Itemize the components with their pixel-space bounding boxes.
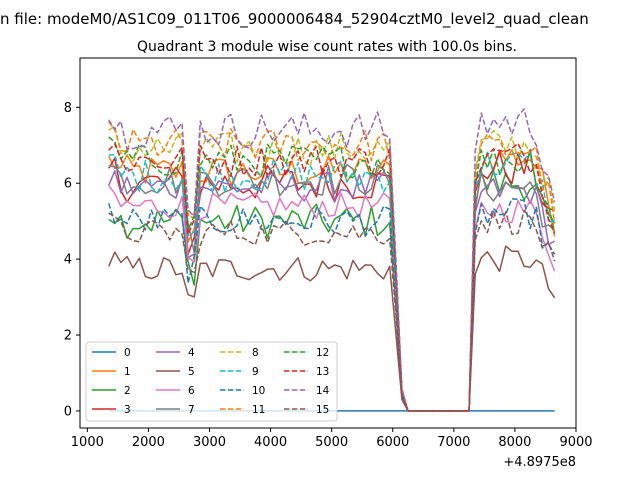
series-line-12 <box>108 136 556 412</box>
series-line-13 <box>108 142 556 412</box>
y-tick-label: 4 <box>64 253 72 268</box>
chart-title: Quadrant 3 module wise count rates with … <box>137 39 517 55</box>
legend-label-5: 5 <box>188 366 195 378</box>
series-line-10 <box>107 197 556 412</box>
legend-label-3: 3 <box>124 404 131 416</box>
series-line-5 <box>108 245 556 412</box>
legend-label-8: 8 <box>252 347 259 359</box>
series-layer <box>107 108 556 412</box>
series-line-8 <box>108 125 556 412</box>
series-line-15 <box>108 209 556 412</box>
x-tick-label: 1000 <box>71 435 104 450</box>
legend-label-1: 1 <box>124 366 131 378</box>
legend-label-4: 4 <box>188 347 195 359</box>
series-line-6 <box>108 185 556 412</box>
legend-box <box>85 341 338 422</box>
y-tick-label: 0 <box>64 404 72 419</box>
y-tick-label: 6 <box>64 177 72 192</box>
x-tick-label: 5000 <box>315 435 348 450</box>
legend-label-2: 2 <box>124 385 131 397</box>
legend-label-15: 15 <box>316 404 329 416</box>
x-tick-label: 2000 <box>132 435 165 450</box>
x-offset-label: +4.8975e8 <box>503 455 576 470</box>
y-tick-label: 8 <box>64 101 72 116</box>
x-tick-label: 9000 <box>559 435 592 450</box>
x-tick-label: 7000 <box>437 435 470 450</box>
legend-label-9: 9 <box>252 366 259 378</box>
series-line-1 <box>108 149 556 412</box>
series-line-9 <box>108 151 555 412</box>
legend-label-13: 13 <box>316 366 329 378</box>
series-line-14 <box>108 108 556 412</box>
x-tick-label: 8000 <box>498 435 531 450</box>
legend-label-7: 7 <box>188 404 195 416</box>
legend-label-6: 6 <box>188 385 195 397</box>
legend-label-14: 14 <box>316 385 330 397</box>
legend-label-0: 0 <box>124 347 131 359</box>
legend-label-10: 10 <box>252 385 265 397</box>
axis-layer: 1000 2000 3000 4000 5000 6000 7000 8000 9000 0 2 4 6… <box>64 101 593 450</box>
figure-suptitle: n file: modeM0/AS1C09_011T06_9000006484_… <box>0 10 589 29</box>
x-tick-label: 4000 <box>254 435 287 450</box>
x-tick-label: 3000 <box>193 435 226 450</box>
axes-frame <box>79 57 577 429</box>
legend-label-11: 11 <box>252 404 265 416</box>
legend-label-12: 12 <box>316 347 329 359</box>
y-tick-label: 2 <box>64 329 72 344</box>
x-tick-label: 6000 <box>376 435 409 450</box>
